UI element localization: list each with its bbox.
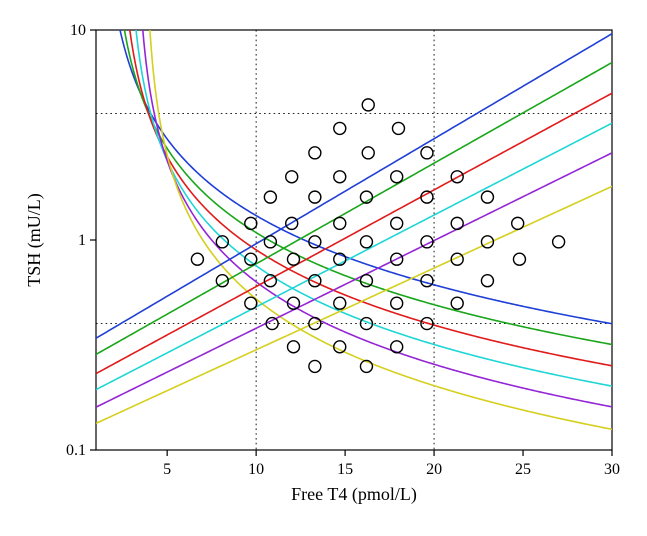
intersection-marker — [288, 341, 300, 353]
intersection-marker — [334, 217, 346, 229]
intersection-marker — [362, 147, 374, 159]
th-line-blue — [96, 34, 612, 339]
x-axis-label: Free T4 (pmol/L) — [291, 484, 417, 505]
intersection-marker — [391, 297, 403, 309]
y-tick-label: 10 — [70, 22, 86, 39]
intersection-marker — [266, 318, 278, 330]
intersection-marker — [421, 147, 433, 159]
intersection-marker — [288, 253, 300, 265]
intersection-marker — [334, 341, 346, 353]
intersection-marker — [334, 171, 346, 183]
intersection-marker — [451, 297, 463, 309]
hp-curve-purple — [136, 0, 612, 407]
x-tick-label: 20 — [426, 461, 442, 478]
intersection-marker — [245, 297, 257, 309]
chart-svg: 5 10 15 20 25 30 0.1 1 10 Free T4 (pmol/L) TSH (mU… — [0, 0, 647, 536]
intersection-marker — [421, 275, 433, 287]
intersection-marker — [481, 191, 493, 203]
intersection-marker — [553, 236, 565, 248]
intersection-marker — [334, 297, 346, 309]
th-line-yellow — [96, 186, 612, 423]
intersection-marker — [309, 191, 321, 203]
hp-curve-green — [109, 0, 612, 344]
intersection-marker — [451, 217, 463, 229]
y-axis-label: TSH (mU/L) — [24, 193, 45, 287]
tsh-ft4-chart: 5 10 15 20 25 30 0.1 1 10 Free T4 (pmol/L) TSH (mU… — [0, 0, 647, 536]
hp-curve-yellow — [144, 0, 612, 429]
th-line-red — [96, 93, 612, 373]
x-tick-label: 25 — [515, 461, 531, 478]
intersection-marker — [286, 171, 298, 183]
x-tick-label: 30 — [604, 461, 620, 478]
intersection-marker — [264, 191, 276, 203]
intersection-marker — [481, 275, 493, 287]
x-tick-label: 10 — [248, 461, 264, 478]
intersection-marker — [362, 99, 374, 111]
intersection-marker — [391, 171, 403, 183]
y-tick-label: 1 — [78, 232, 86, 249]
intersection-marker — [191, 253, 203, 265]
intersection-marker — [392, 122, 404, 134]
intersection-marker — [245, 217, 257, 229]
intersection-marker — [512, 217, 524, 229]
th-line-green — [96, 63, 612, 355]
intersection-marker — [334, 122, 346, 134]
x-tick-label: 15 — [337, 461, 353, 478]
intersection-marker — [360, 275, 372, 287]
x-tick-label: 5 — [163, 461, 171, 478]
th-line-purple — [96, 153, 612, 407]
y-tick-label: 0.1 — [66, 442, 86, 459]
intersection-marker — [391, 217, 403, 229]
intersection-marker — [309, 360, 321, 372]
intersection-marker — [309, 236, 321, 248]
intersection-marker — [391, 341, 403, 353]
intersection-marker — [309, 147, 321, 159]
intersection-marker — [360, 236, 372, 248]
hp-curve-red — [118, 0, 612, 366]
intersection-marker — [513, 253, 525, 265]
